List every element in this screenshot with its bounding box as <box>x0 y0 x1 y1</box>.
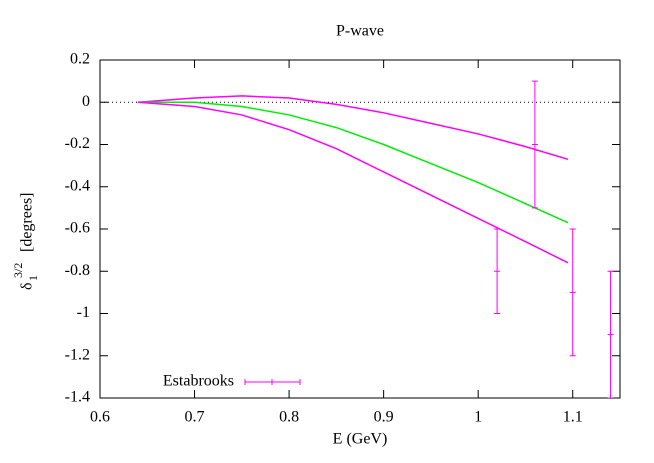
y-tick-label: -1.4 <box>65 389 90 406</box>
y-tick-label: 0.2 <box>70 51 90 68</box>
y-tick-label: -0.6 <box>65 220 90 237</box>
chart-title: P-wave <box>336 23 384 40</box>
x-tick-label: 0.8 <box>279 409 299 426</box>
plot-area <box>137 80 614 398</box>
y-label-superscript: 3/2 <box>11 263 25 278</box>
y-tick-label: -1.2 <box>65 346 90 363</box>
y-tick-label: -0.8 <box>65 262 90 279</box>
x-tick-label: 1 <box>474 409 482 426</box>
plot-frame <box>99 59 621 399</box>
legend-label: Estabrooks <box>163 373 234 390</box>
error-bar <box>494 228 501 314</box>
y-tick-label: -0.2 <box>65 135 90 152</box>
error-bar <box>569 228 576 357</box>
y-label-subscript: 1 <box>26 275 40 281</box>
y-tick-label: -1 <box>77 304 90 321</box>
y-axis-label: δ 1 3/2 [degrees] <box>11 192 40 290</box>
x-axis-label: E (GeV) <box>333 431 388 448</box>
y-tick-label: 0 <box>82 93 90 110</box>
error-bar <box>607 270 614 398</box>
curve <box>137 101 569 224</box>
error-bar <box>531 80 538 209</box>
curve <box>137 101 569 264</box>
y-label-symbol: δ <box>19 282 36 290</box>
x-tick-label: 0.9 <box>374 409 394 426</box>
y-label-unit: [degrees] <box>19 192 36 252</box>
x-tick-label: 0.7 <box>185 409 205 426</box>
x-tick-label: 1.1 <box>563 409 583 426</box>
y-tick-label: -0.4 <box>65 177 90 194</box>
x-tick-label: 0.6 <box>90 409 110 426</box>
legend-sample <box>244 379 301 385</box>
curve <box>137 95 569 161</box>
